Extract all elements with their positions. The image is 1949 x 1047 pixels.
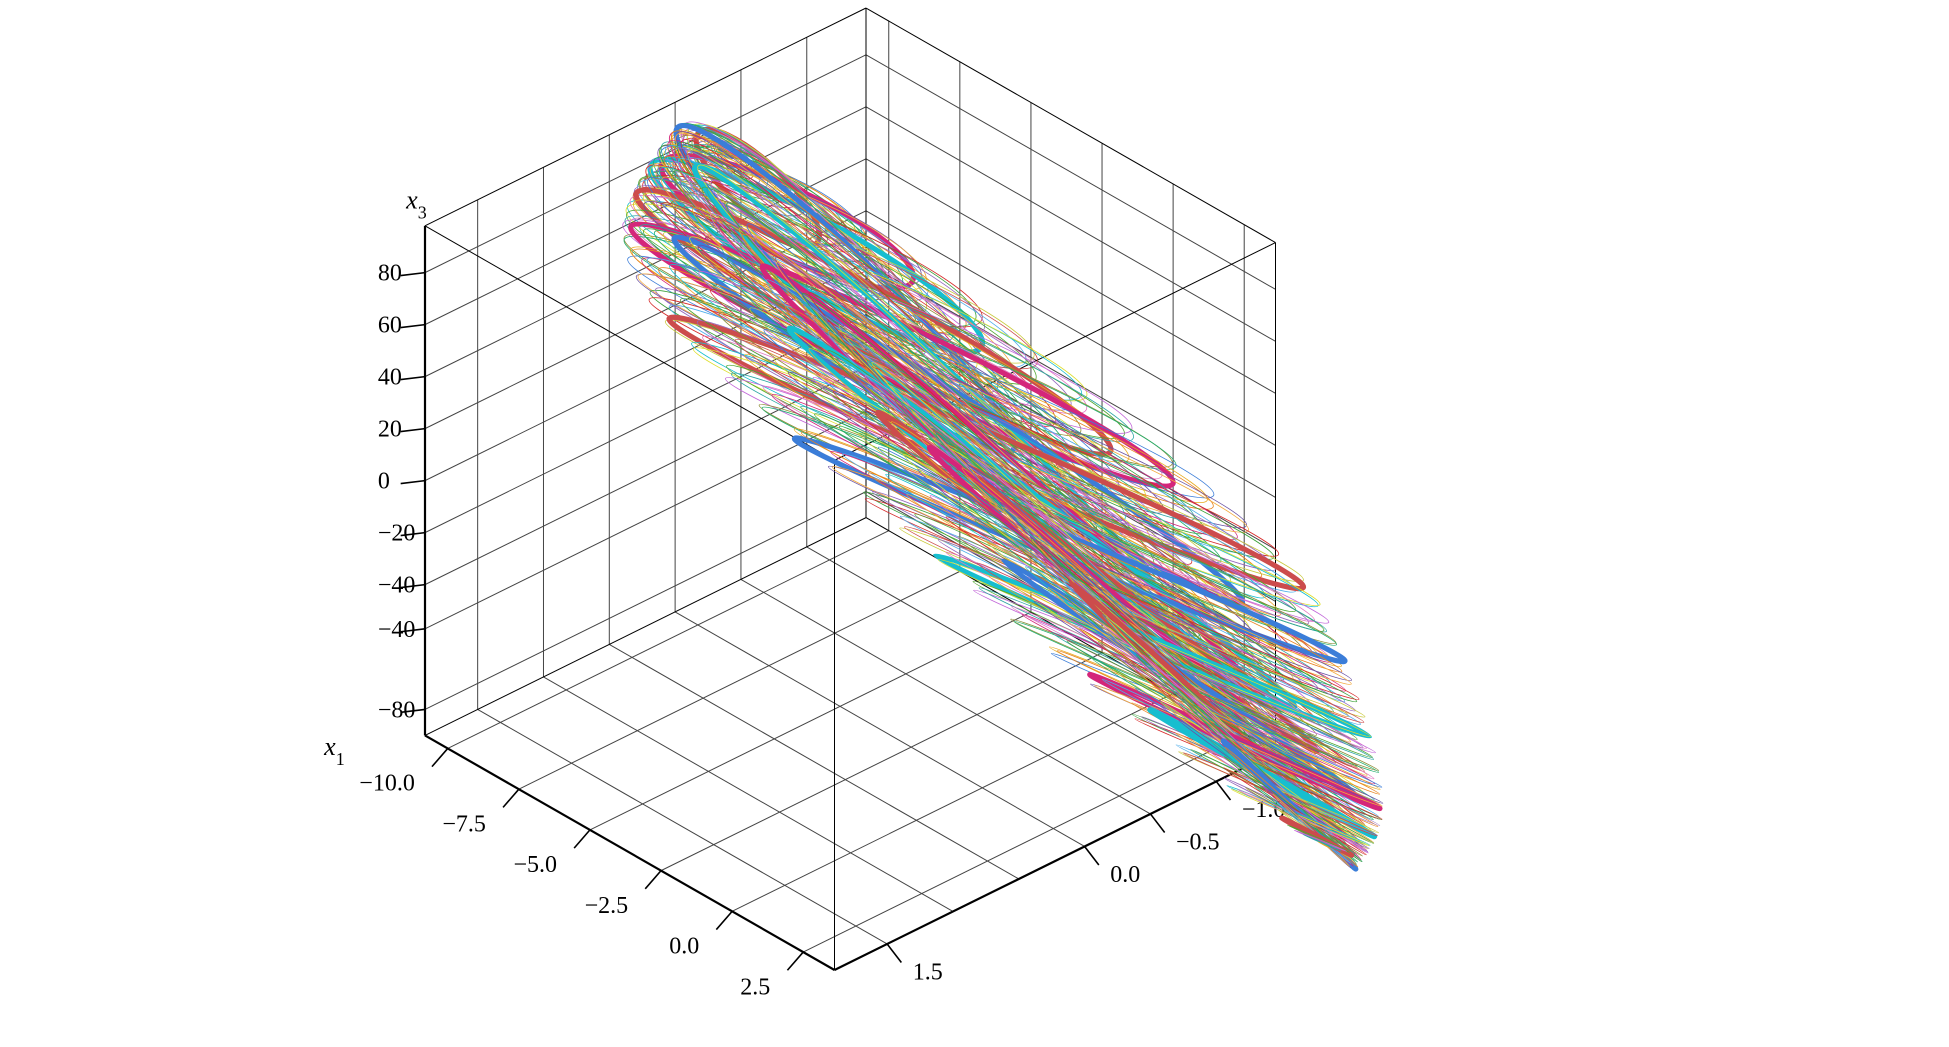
svg-text:1.5: 1.5: [913, 959, 943, 985]
svg-text:−40: −40: [378, 573, 416, 599]
svg-text:−7.5: −7.5: [442, 811, 486, 837]
svg-text:−2.5: −2.5: [585, 893, 629, 919]
svg-text:−20: −20: [378, 521, 416, 547]
svg-text:−5.0: −5.0: [513, 852, 557, 878]
svg-text:0.0: 0.0: [1110, 862, 1140, 888]
svg-text:80: 80: [378, 261, 402, 287]
svg-text:−0.5: −0.5: [1176, 829, 1220, 855]
svg-text:−10.0: −10.0: [359, 771, 415, 797]
svg-text:20: 20: [378, 417, 402, 443]
svg-text:2.5: 2.5: [740, 974, 770, 1000]
svg-text:0.0: 0.0: [669, 934, 699, 960]
svg-text:40: 40: [378, 365, 402, 391]
svg-text:60: 60: [378, 313, 402, 339]
svg-text:0: 0: [378, 469, 390, 495]
svg-text:−80: −80: [378, 698, 416, 724]
svg-text:−40: −40: [378, 617, 416, 643]
